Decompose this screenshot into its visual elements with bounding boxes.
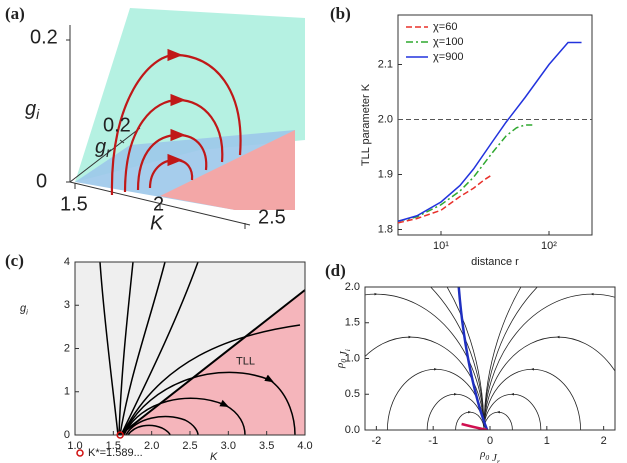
streamline <box>483 287 522 430</box>
plot-frame <box>364 286 616 431</box>
streamline <box>365 335 485 430</box>
streamline <box>426 392 485 430</box>
y-axis <box>69 127 141 183</box>
legend-marker <box>76 449 84 457</box>
annotation: TLL <box>236 355 255 367</box>
label-main: g <box>25 98 36 120</box>
x-tick-label: 3.5 <box>259 440 274 452</box>
streamline <box>365 292 485 430</box>
x-tick-label: 3.0 <box>221 440 236 452</box>
label-sub: i <box>26 308 28 317</box>
x-label: distance r <box>471 256 519 268</box>
y-tick-label: 2.0 <box>345 281 360 293</box>
z-tick-label: 0.2 <box>30 26 58 48</box>
panel-label: (c) <box>5 251 24 270</box>
label-sub: r <box>106 144 112 160</box>
series-line <box>397 173 493 224</box>
x-tick-label: 1.5 <box>60 193 88 215</box>
x-label: ρ0 Jr <box>479 448 501 463</box>
separatrix <box>461 422 488 430</box>
panel-label: (b) <box>330 4 351 23</box>
x-tick-label: 2.5 <box>258 206 286 228</box>
y-tick-label: 1.0 <box>345 352 360 364</box>
y-tick-label: 0.0 <box>345 424 360 436</box>
label-main: ρ <box>479 448 485 460</box>
y-label: gi <box>20 302 28 316</box>
legend-label: χ=100 <box>433 36 464 48</box>
y-label: gr <box>95 136 112 159</box>
streamline <box>483 287 538 430</box>
label-main: J <box>338 350 350 359</box>
panel-a: (a) 0.2 0 0.2 1.5 2 2.5 K gi gr <box>5 4 305 234</box>
y-tick-label: 1.5 <box>345 317 360 329</box>
x-tick-label: 10¹ <box>433 240 449 252</box>
x-tick-label: 2 <box>601 435 607 447</box>
separatrix <box>457 287 489 430</box>
series-line <box>397 41 582 222</box>
label-sub: r <box>497 457 501 463</box>
y-tick-label: 3 <box>64 299 70 311</box>
x-label: K <box>210 451 218 463</box>
y-tick-label: 2.1 <box>378 58 393 70</box>
x-tick-label: 1.5 <box>106 440 121 452</box>
panel-c-flow <box>75 261 306 436</box>
fixed-point <box>116 431 124 439</box>
x-tick-label: 2.5 <box>182 440 197 452</box>
panel-label: (a) <box>5 4 25 23</box>
streamline <box>483 410 513 430</box>
label-sub: 0 <box>485 453 489 462</box>
label-main: ρ <box>334 363 346 369</box>
flow-lines <box>110 48 242 196</box>
x-tick-label: 2 <box>153 193 164 215</box>
y-label: ρ0 Ji <box>334 349 352 369</box>
legend-label: χ=60 <box>433 21 457 33</box>
x-tick-label: 2.0 <box>144 440 159 452</box>
y-tick-label: 2 <box>64 342 70 354</box>
label-sub: i <box>36 106 40 122</box>
streamline <box>387 367 485 430</box>
y-tick-label: 1 <box>64 386 70 398</box>
tll-region <box>160 130 295 210</box>
x-tick-label: 0 <box>487 435 493 447</box>
x-tick-label: -1 <box>428 435 438 447</box>
label-main: J <box>489 452 498 463</box>
streamline <box>446 287 485 430</box>
flow-lines <box>99 261 306 436</box>
panel-d-flow <box>365 287 615 430</box>
streamline <box>483 292 615 430</box>
x-tick-label: 4.0 <box>297 440 312 452</box>
y-tick-label: 0 <box>64 429 70 441</box>
label-main: g <box>95 136 106 158</box>
y-label: TLL parameter K <box>360 83 372 166</box>
y-tick-label: 0.2 <box>103 114 131 136</box>
z-tick-label: 0 <box>36 170 47 192</box>
y-tick-label: 0.5 <box>345 388 360 400</box>
x-label: K <box>150 212 165 234</box>
streamline <box>483 392 542 430</box>
y-tick-label: 1.9 <box>378 168 393 180</box>
x-tick-label: 10² <box>541 240 557 252</box>
label-sub: 0 <box>339 359 348 363</box>
plot-frame <box>397 14 593 236</box>
panel-label: (d) <box>325 261 346 280</box>
series-line <box>397 124 533 222</box>
plot-frame <box>74 261 306 436</box>
z-label: gi <box>25 98 40 121</box>
y-tick-label: 2.0 <box>378 113 393 125</box>
label-sub: i <box>343 349 352 351</box>
x-tick-label: 1 <box>544 435 550 447</box>
legend-label: K*=1.589... <box>88 447 143 459</box>
streamline <box>483 335 615 430</box>
streamline <box>455 410 485 430</box>
y-tick-label: 1.8 <box>378 223 393 235</box>
label-main: g <box>20 302 27 314</box>
x-tick-label: 1.0 <box>67 440 82 452</box>
streamline <box>483 367 581 430</box>
y-tick-label: 4 <box>64 256 70 268</box>
x-tick-label: -2 <box>371 435 381 447</box>
legend-label: χ=900 <box>433 51 464 63</box>
y-tick <box>119 139 125 144</box>
